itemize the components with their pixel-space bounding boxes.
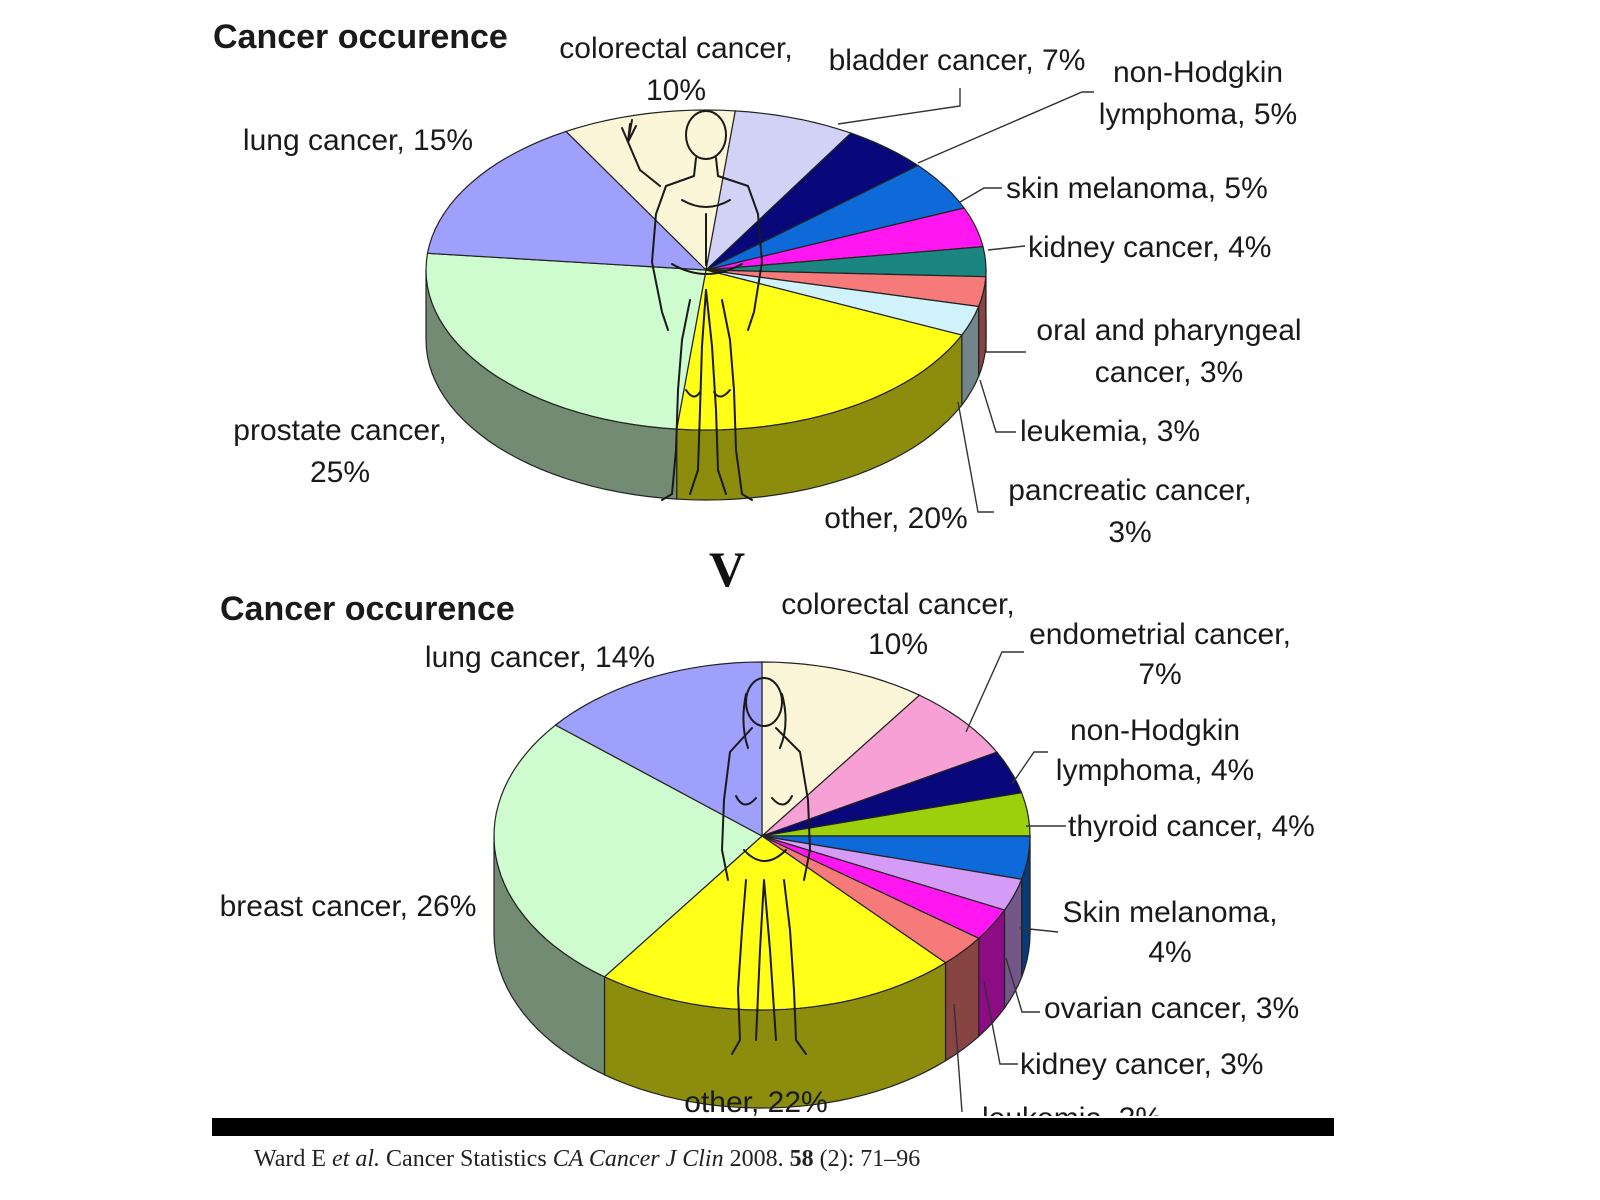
pie-female-slices [493,661,1031,1109]
leader-lines-male [837,88,1094,513]
pie-chart-male: Cancer occurence [213,18,1302,549]
chart-title-female: Cancer occurence [220,590,515,628]
male-slice-9-prostate-cancer-25 [425,252,707,430]
female-figure-illustration [721,677,811,1055]
leader-kidney [987,245,1026,251]
male-slice-8-other-20 [675,269,963,431]
label-pancreatic-male: pancreatic cancer, 3% [1008,474,1251,549]
label-lung-male: lung cancer, 15% [243,124,473,157]
slice-labels-male: colorectal cancer, 10% bladder cancer, 7%… [233,32,1301,549]
male-slice-4-kidney-cancer-4 [705,207,984,271]
male-slice-3-skin-melanoma-5 [705,164,966,271]
label-ovarian-female: ovarian cancer, 3% [1044,992,1299,1025]
leader-endometrial [965,651,1024,733]
label-bladder-male: bladder cancer, 7% [829,44,1086,77]
female-slice-2-non-hodgkin-lymphoma-4 [761,751,1023,837]
male-figure-illustration [621,110,763,501]
pie-chart-female: Cancer occurence colorectal cancer [220,588,1315,1135]
label-kidney-male: kidney cancer, 4% [1028,231,1271,264]
label-melanoma-female: Skin melanoma, 4% [1062,896,1277,969]
label-lung-female: lung cancer, 14% [425,641,655,674]
label-breast-female: breast cancer, 26% [220,890,477,923]
leader-leukemia-female [953,1003,963,1113]
divider-bar [212,1118,1334,1136]
label-other-female: other, 22% [684,1086,827,1119]
male-slice-1-bladder-cancer-7 [705,110,853,272]
label-oral-male: oral and pharyngeal cancer, 3% [1036,314,1301,389]
leader-pancreatic [957,401,994,513]
male-slice-0-colorectal-cancer-10 [564,109,737,272]
leader-kidney-female [983,981,1018,1065]
female-slice-10-lung-cancer-14 [554,661,763,838]
label-nhl-female: non-Hodgkin lymphoma, 4% [1056,714,1254,787]
leader-nhl [917,91,1094,164]
female-slice-8-other-22 [603,835,947,1011]
label-prostate-male: prostate cancer, 25% [233,414,446,489]
slice-labels-female: colorectal cancer, 10% endometrial cancer… [220,588,1315,1135]
leader-melanoma [959,187,1002,203]
leader-ovarian [1005,957,1040,1013]
leader-leukemia [979,379,1016,433]
pie-male-slices [425,109,987,501]
leader-melanoma-female [1019,927,1059,933]
female-slice-1-endometrial-cancer-7 [761,694,998,837]
label-melanoma-male: skin melanoma, 5% [1006,172,1268,205]
label-colorectal-male: colorectal cancer, 10% [559,32,792,107]
female-slice-3-thyroid-cancer-4 [761,792,1031,837]
leader-nhl-female [1011,751,1048,785]
leader-lines-female [953,651,1066,1113]
label-nhl-male: non-Hodgkin lymphoma, 5% [1099,56,1297,131]
label-kidney-female: kidney cancer, 3% [1020,1048,1263,1081]
label-thyroid-female: thyroid cancer, 4% [1068,810,1315,843]
label-leukemia-male: leukemia, 3% [1020,415,1200,448]
chart-title-male: Cancer occurence [213,18,508,56]
male-slice-10-lung-cancer-15 [426,130,708,271]
versus-label: V [709,541,745,597]
label-endometrial-female: endometrial cancer, 7% [1029,618,1291,691]
female-slice-0-colorectal-cancer-10 [761,661,921,838]
citation: Ward E et al. Cancer Statistics CA Cance… [254,1146,921,1172]
female-slice-9-breast-cancer-26 [493,724,764,978]
label-colorectal-female: colorectal cancer, 10% [781,588,1014,661]
leader-bladder [837,88,961,125]
label-other-male: other, 20% [824,502,967,535]
leader-oral [985,318,1026,353]
label-leukemia-female: leukemia, 3% [982,1102,1162,1135]
